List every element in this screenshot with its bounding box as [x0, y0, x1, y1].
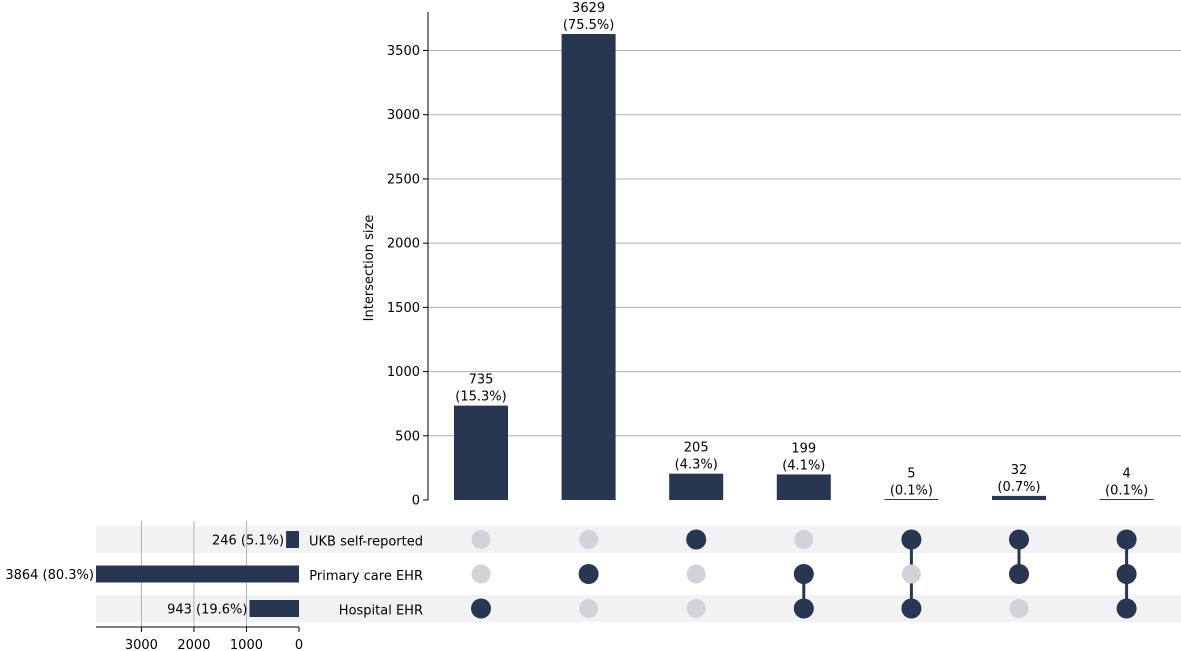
set-name-label: Primary care EHR — [309, 569, 423, 584]
intersection-bar — [454, 405, 508, 500]
matrix-dot-active — [793, 564, 814, 584]
set-size-bar — [249, 600, 299, 617]
set-name-label: UKB self-reported — [309, 535, 423, 550]
bar-value-label: 4 — [1122, 466, 1130, 481]
y-tick-label: 3500 — [387, 44, 420, 59]
matrix-dot-active — [1009, 529, 1029, 550]
bar-percent-label: (0.1%) — [890, 483, 933, 498]
intersection-bars: 735 (15.3%) 3629 (75.5%) 205 (4.3%) 199 (4.1%) 5… — [454, 1, 1154, 501]
y-tick-label: 500 — [395, 429, 420, 444]
y-tick-label: 2000 — [387, 237, 420, 252]
y-axis-label: Intersection size — [362, 215, 377, 322]
x-tick-label: 3000 — [125, 638, 158, 651]
intersection-bar — [884, 499, 939, 500]
bar-value-label: 199 — [791, 441, 816, 456]
bar-value-label: 3629 — [572, 1, 605, 16]
bar-percent-label: (4.3%) — [675, 458, 718, 473]
bar-percent-label: (75.5%) — [563, 18, 614, 33]
membership-matrix — [471, 529, 1137, 619]
set-size-label: 943 (19.6%) — [167, 603, 247, 618]
set-size-label: 246 (5.1%) — [212, 534, 284, 549]
y-tick-label: 3000 — [387, 108, 420, 123]
x-tick-label: 2000 — [177, 638, 210, 651]
set-size-panel: 3000 2000 1000 0 246 (5.1%) UKB self-reported… — [5, 521, 423, 651]
y-tick-label: 0 — [412, 494, 420, 509]
matrix-row-stripe — [96, 526, 1181, 553]
set-size-bar — [96, 565, 299, 583]
matrix-stripes — [96, 526, 1181, 622]
set-size-label: 3864 (80.3%) — [5, 568, 94, 583]
matrix-dot-active — [578, 564, 599, 584]
matrix-dot-active — [471, 598, 491, 619]
matrix-dot-inactive — [794, 530, 814, 549]
matrix-dot-inactive — [471, 564, 491, 584]
set-size-bar — [286, 531, 299, 548]
y-tick-label: 1000 — [387, 365, 420, 380]
matrix-dot-inactive — [579, 530, 599, 549]
matrix-dot-active — [901, 598, 922, 619]
y-tick-label: 2500 — [387, 172, 420, 187]
matrix-dot-inactive — [471, 530, 491, 549]
intersection-bar — [992, 495, 1046, 500]
matrix-dot-active — [1009, 564, 1029, 584]
intersection-bar — [669, 473, 724, 500]
bar-percent-label: (0.1%) — [1105, 483, 1148, 498]
intersection-bar — [1099, 499, 1154, 500]
matrix-dot-inactive — [686, 599, 706, 618]
matrix-dot-active — [686, 529, 707, 550]
matrix-dot-inactive — [1009, 599, 1029, 618]
bar-value-label: 32 — [1011, 463, 1028, 478]
matrix-dot-active — [1116, 564, 1137, 584]
matrix-dot-inactive — [901, 564, 921, 584]
x-tick-label: 1000 — [230, 638, 263, 651]
bar-percent-label: (0.7%) — [997, 480, 1040, 495]
y-axis: 0 500 1000 1500 2000 2500 3000 3500 Intersection… — [362, 12, 429, 509]
bar-percent-label: (4.1%) — [782, 458, 825, 473]
bar-value-label: 735 — [469, 373, 494, 388]
matrix-dot-inactive — [686, 564, 706, 584]
x-tick-label: 0 — [295, 638, 303, 651]
bar-value-label: 5 — [907, 466, 915, 481]
bar-percent-label: (15.3%) — [455, 390, 506, 405]
matrix-dot-inactive — [579, 599, 599, 618]
matrix-dot-active — [901, 529, 922, 550]
intersection-bar — [776, 474, 831, 500]
intersection-bar — [561, 33, 616, 501]
gridlines — [428, 50, 1181, 437]
y-tick-label: 1500 — [387, 301, 420, 316]
matrix-dot-active — [1116, 598, 1137, 619]
set-name-label: Hospital EHR — [339, 604, 423, 619]
bar-value-label: 205 — [684, 441, 709, 456]
matrix-dot-active — [1116, 529, 1137, 550]
matrix-dot-active — [793, 598, 814, 619]
